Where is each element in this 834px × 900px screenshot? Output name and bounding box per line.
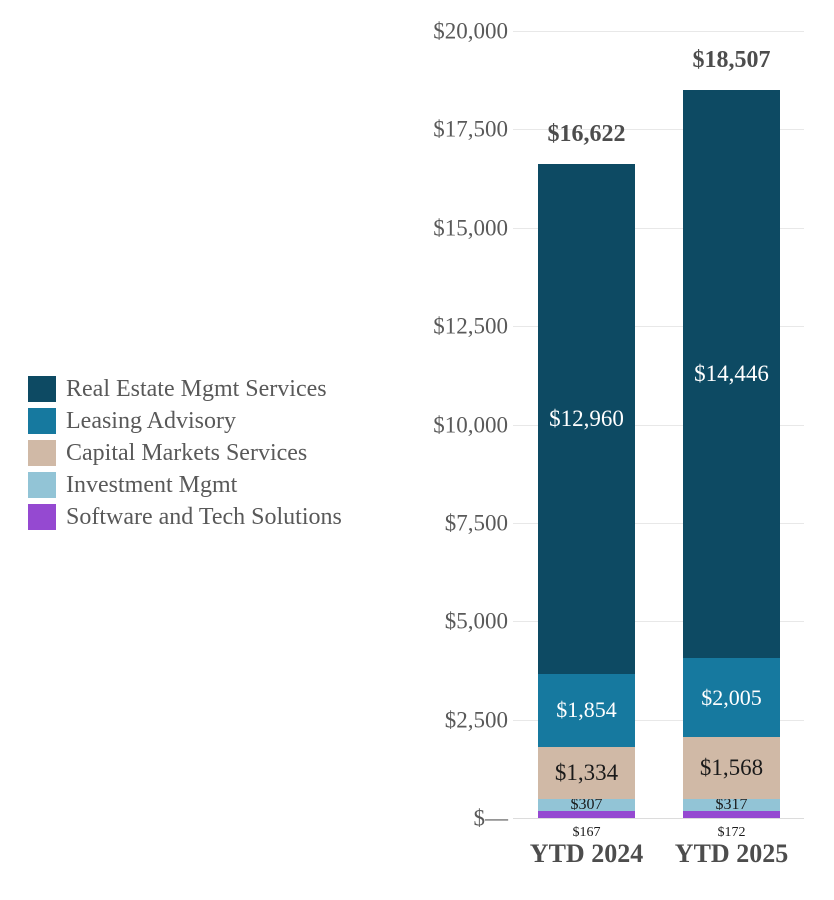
segment-value-label: $1,568 [699,754,764,780]
legend-item-label: Leasing Advisory [66,408,236,434]
legend-item-label: Real Estate Mgmt Services [66,376,327,402]
y-tick-label: $10,000 [433,412,508,437]
legend-item: Real Estate Mgmt Services [28,373,342,405]
y-tick-label: $15,000 [433,215,508,241]
legend-item: Capital Markets Services [28,437,342,469]
segment-value-label-below-axis: $172 [717,825,746,840]
legend-item: Software and Tech Solutions [28,501,342,533]
bar-ytd-2024-segment-real-estate-mgmt-services: $12,960 [538,163,635,674]
gridline [513,719,804,721]
y-tick-label: $5,000 [444,608,508,634]
x-axis-line [513,818,804,819]
segment-value-label: $14,446 [694,360,769,386]
bar-ytd-2024-segment-leasing-advisory: $1,854 [538,673,635,747]
legend-item-label: Investment Mgmt [66,472,238,498]
segment-value-label: $2,005 [701,684,762,710]
y-tick-label: $— [473,805,509,831]
legend-item-label: Software and Tech Solutions [66,504,342,530]
legend-item: Leasing Advisory [28,405,342,437]
bar-ytd-2025-segment-leasing-advisory: $2,005 [683,658,780,738]
chart-legend: Real Estate Mgmt Services Leasing Advisor… [28,373,342,533]
gridline [513,227,804,229]
legend-swatch-capital-markets-services [28,440,56,466]
gridline [513,31,804,32]
segment-value-label: $1,854 [556,697,617,723]
bar-total-label: $18,507 [692,46,771,73]
segment-value-label: $1,334 [554,760,619,786]
y-tick-label: $7,500 [444,510,508,536]
bar-ytd-2024-segment-capital-markets-services: $1,334 [538,746,635,800]
bar-ytd-2024-segment-investment-mgmt: $307 [538,796,635,814]
y-tick-label: $12,500 [433,313,508,339]
bar-ytd-2025-segment-real-estate-mgmt-services: $14,446 [683,89,780,659]
bar-total-label: $16,622 [547,120,626,147]
legend-item-label: Capital Markets Services [66,440,308,466]
gridline [513,129,804,131]
segment-value-label: $307 [570,796,603,814]
bar-ytd-2025-segment-capital-markets-services: $1,568 [683,737,780,799]
legend-swatch-investment-mgmt [28,472,56,498]
bar-ytd-2025-segment-software-and-tech-solutions [683,811,780,818]
bar-ytd-2025-segment-investment-mgmt: $317 [683,796,780,814]
gridline [513,621,804,623]
y-tick-label: $2,500 [444,707,508,733]
y-tick-label: $17,500 [433,116,508,142]
segment-value-label: $12,960 [549,405,624,431]
legend-swatch-real-estate-mgmt-services [28,376,56,402]
segment-value-label: $317 [715,796,748,814]
gridline [513,522,804,524]
segment-value-label-below-axis: $167 [572,825,601,840]
legend-swatch-software-and-tech-solutions [28,504,56,530]
legend-item: Investment Mgmt [28,469,342,501]
legend-swatch-leasing-advisory [28,408,56,434]
gridline [513,424,804,426]
bar-ytd-2024-segment-software-and-tech-solutions [538,811,635,818]
gridline [513,326,804,328]
x-category-label-ytd-2024: YTD 2024 [529,839,644,868]
y-tick-label: $20,000 [433,18,508,44]
x-category-label-ytd-2025: YTD 2025 [674,839,789,868]
